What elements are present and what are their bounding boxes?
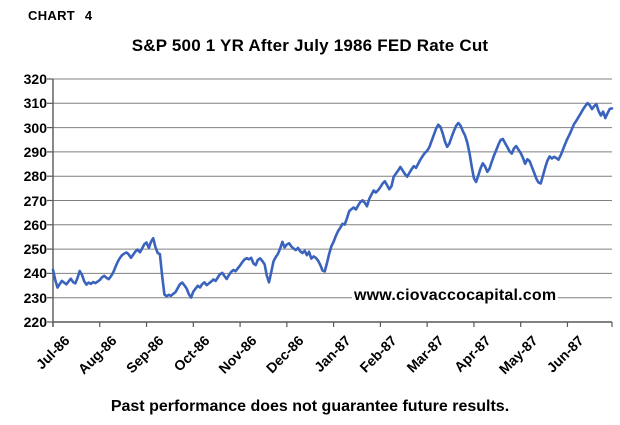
y-tick-label: 260 xyxy=(23,216,47,233)
watermark: www.ciovaccocapital.com xyxy=(352,287,558,304)
y-tick-label: 280 xyxy=(23,168,47,185)
disclaimer-text: Past performance does not guarantee futu… xyxy=(110,398,510,415)
y-tick-label: 300 xyxy=(23,119,47,136)
y-tick-label: 220 xyxy=(23,314,47,330)
y-tick-label: 290 xyxy=(23,143,47,160)
y-tick-label: 230 xyxy=(23,289,47,306)
y-tick-label: 320 xyxy=(23,71,47,87)
y-tick-label: 310 xyxy=(23,95,47,112)
chart-title: S&P 500 1 YR After July 1986 FED Rate Cu… xyxy=(131,36,489,55)
y-tick-label: 270 xyxy=(23,192,47,209)
y-tick-label: 250 xyxy=(23,241,47,258)
chart-number-label: CHART 4 xyxy=(28,8,93,23)
sp500-series-line xyxy=(51,101,614,299)
y-tick-label: 240 xyxy=(23,265,47,282)
